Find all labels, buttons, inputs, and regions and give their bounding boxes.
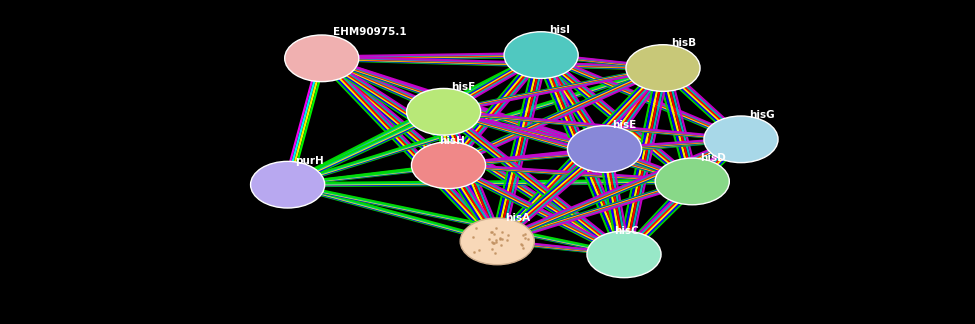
Text: hisI: hisI xyxy=(549,25,570,35)
Text: hisH: hisH xyxy=(439,136,465,146)
Ellipse shape xyxy=(655,158,729,205)
Text: hisA: hisA xyxy=(505,213,530,223)
Ellipse shape xyxy=(626,45,700,91)
Ellipse shape xyxy=(460,218,534,265)
Text: hisE: hisE xyxy=(612,120,637,130)
Ellipse shape xyxy=(587,231,661,278)
Ellipse shape xyxy=(504,32,578,78)
Text: hisD: hisD xyxy=(700,153,725,163)
Text: hisB: hisB xyxy=(671,38,696,48)
Ellipse shape xyxy=(704,116,778,163)
Ellipse shape xyxy=(407,88,481,135)
Ellipse shape xyxy=(411,142,486,189)
Ellipse shape xyxy=(285,35,359,82)
Text: hisG: hisG xyxy=(749,110,774,120)
Text: hisC: hisC xyxy=(614,226,639,236)
Text: hisF: hisF xyxy=(451,82,476,92)
Text: purH: purH xyxy=(295,156,324,166)
Ellipse shape xyxy=(251,161,325,208)
Text: EHM90975.1: EHM90975.1 xyxy=(333,27,408,37)
Ellipse shape xyxy=(567,126,642,172)
